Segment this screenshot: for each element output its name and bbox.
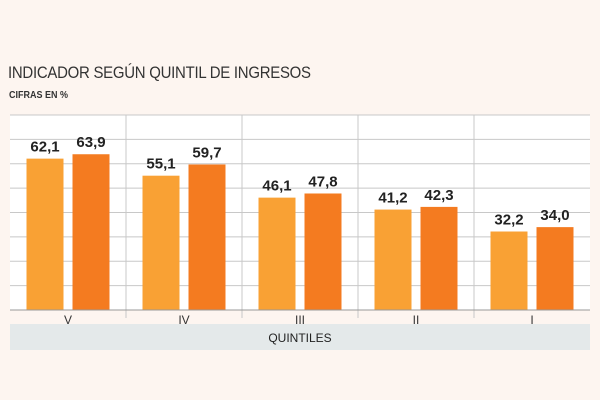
- bar: [188, 164, 226, 310]
- bar: [420, 206, 458, 310]
- data-label: 47,8: [308, 173, 337, 190]
- bar: [304, 193, 342, 310]
- bars: [26, 154, 574, 310]
- x-axis-band: [10, 324, 590, 350]
- data-label: 63,9: [76, 134, 105, 151]
- bar: [490, 231, 528, 310]
- chart-title: INDICADOR SEGÚN QUINTIL DE INGRESOS: [8, 63, 311, 82]
- data-label: 41,2: [378, 190, 407, 207]
- x-tick-label: III: [295, 313, 305, 327]
- data-label: 34,0: [540, 207, 569, 224]
- x-tick-label: V: [64, 313, 72, 327]
- data-label: 59,7: [192, 144, 221, 161]
- data-label: 42,3: [424, 187, 453, 204]
- data-label: 62,1: [30, 139, 59, 156]
- data-labels: 62,1 63,9 55,1 59,7 46,1 47,8 41,2 42,3 32,2 34,0: [30, 134, 569, 228]
- bar: [72, 154, 110, 310]
- bar: [374, 209, 412, 310]
- bar: [536, 227, 574, 310]
- bar: [26, 158, 64, 310]
- x-tick-label: II: [413, 313, 420, 327]
- data-label: 55,1: [146, 156, 175, 173]
- chart-subtitle: CIFRAS EN %: [9, 90, 69, 101]
- data-label: 32,2: [494, 212, 523, 229]
- group-separators: [125, 115, 475, 318]
- x-axis-title: QUINTILES: [268, 331, 331, 345]
- x-tick-label: IV: [178, 313, 189, 327]
- bar: [258, 197, 296, 310]
- x-tick-label: I: [530, 313, 533, 327]
- x-tick-labels: V IV III II I: [64, 313, 534, 327]
- bar: [142, 175, 180, 310]
- data-label: 46,1: [262, 178, 291, 195]
